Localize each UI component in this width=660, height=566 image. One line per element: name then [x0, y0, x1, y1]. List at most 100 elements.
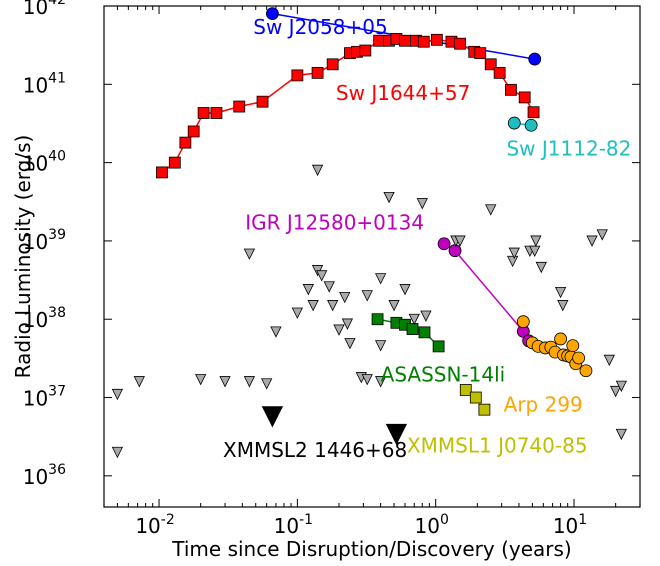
series-label-igr-j12580-0134: IGR J12580+0134: [245, 210, 424, 234]
data-point: [432, 340, 445, 353]
data-point: [374, 376, 387, 388]
data-point: [430, 33, 443, 46]
data-point: [383, 191, 395, 204]
data-point: [361, 290, 373, 302]
series-asassn-14li: [371, 313, 445, 353]
data-point: [341, 318, 354, 330]
data-point: [527, 106, 540, 119]
data-point: [454, 235, 466, 247]
data-point: [586, 235, 598, 247]
data-point: [256, 95, 269, 108]
y-tick-label: 1039: [23, 227, 66, 254]
data-point: [339, 291, 351, 304]
y-tick-label: 1041: [23, 70, 66, 97]
data-point: [385, 423, 408, 446]
data-point: [469, 391, 482, 404]
series-label-sw-j1644-57: Sw J1644+57: [336, 81, 470, 105]
series-layer: [111, 7, 628, 459]
data-point: [323, 281, 335, 293]
data-point: [291, 307, 304, 319]
data-point: [359, 44, 372, 57]
y-axis-title: Radio Luminosity (erg/s): [11, 135, 35, 379]
series-igr-j12580-0134: [437, 237, 536, 348]
data-point: [529, 245, 541, 258]
data-point: [437, 237, 451, 251]
series-label-xmmsl2-1446-68: XMMSL2 1446+68: [223, 438, 407, 462]
data-point: [270, 326, 282, 338]
data-point: [518, 91, 531, 104]
data-point: [307, 300, 319, 312]
data-point: [168, 156, 181, 169]
data-point: [179, 136, 192, 149]
data-point: [506, 255, 519, 268]
data-point: [420, 310, 432, 322]
data-point: [399, 34, 411, 47]
data-point: [418, 326, 431, 339]
data-point: [361, 374, 373, 386]
data-point: [210, 107, 223, 119]
series-label-asassn-14li: ASASSN-14li: [381, 363, 506, 387]
data-point: [615, 380, 628, 392]
series-upper-limits: [111, 164, 628, 459]
y-tick-label: 1040: [23, 149, 66, 176]
data-point: [566, 339, 580, 353]
data-point: [327, 300, 339, 312]
data-point: [187, 125, 200, 138]
data-point: [615, 428, 628, 441]
data-point: [603, 354, 615, 367]
tick-layer: 10-2 10-1 100 101 1036 1037 1038 1039 1040 1041 10…: [23, 0, 641, 538]
data-point: [417, 35, 430, 48]
label-layer: Sw J2058+05 Sw J1644+57 Sw J1112-82 IGR J12…: [223, 15, 631, 462]
data-point: [326, 58, 339, 71]
data-point: [133, 376, 145, 388]
series-sw-j1112-82: [507, 116, 538, 132]
data-point: [474, 47, 487, 60]
series-label-sw-j1112-82: Sw J1112-82: [506, 137, 631, 161]
data-point: [535, 261, 547, 274]
data-point: [291, 69, 304, 82]
data-point: [596, 229, 608, 241]
data-point: [609, 385, 622, 398]
data-point: [507, 116, 521, 130]
data-point: [399, 284, 411, 296]
data-point: [243, 376, 256, 388]
data-point: [374, 340, 387, 352]
series-label-sw-j2058-05: Sw J2058+05: [253, 15, 387, 39]
y-tick-label: 1042: [23, 0, 66, 19]
data-point: [530, 235, 542, 247]
data-point: [311, 164, 324, 177]
data-point: [572, 351, 586, 365]
data-point: [344, 338, 356, 350]
data-point: [156, 166, 168, 179]
data-point: [484, 58, 497, 71]
data-point: [243, 248, 256, 260]
data-point: [406, 323, 419, 335]
data-point: [219, 376, 231, 388]
data-point: [374, 273, 387, 285]
series-xmmsl1-j0740-85: [459, 384, 491, 416]
y-tick-label: 1037: [23, 384, 66, 411]
x-tick-label: 101: [553, 512, 587, 538]
data-point: [316, 270, 328, 282]
series-arp-299: [516, 315, 593, 378]
plot-frame: [103, 5, 641, 508]
data-point: [554, 332, 567, 346]
data-point: [371, 313, 384, 326]
x-tick-label: 10-2: [135, 512, 174, 538]
data-point: [508, 247, 520, 259]
data-point: [233, 100, 246, 113]
data-point: [528, 52, 542, 66]
data-point: [493, 66, 506, 79]
data-point: [557, 300, 569, 312]
data-point: [266, 7, 279, 20]
data-point: [311, 66, 324, 79]
data-point: [448, 244, 462, 258]
data-point: [554, 287, 567, 299]
data-point: [261, 378, 273, 390]
data-point: [408, 313, 420, 326]
data-point: [454, 37, 466, 50]
data-point: [388, 300, 400, 312]
series-sw-j1644-57: [156, 33, 540, 179]
data-point: [524, 118, 538, 132]
